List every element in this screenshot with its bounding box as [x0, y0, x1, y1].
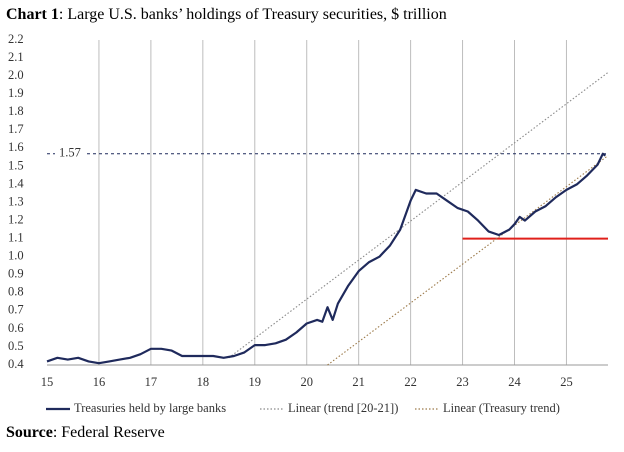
y-tick-label: 1.2	[8, 212, 24, 226]
x-tick-label: 24	[508, 375, 521, 389]
y-tick-label: 0.6	[8, 321, 24, 335]
x-tick-label: 25	[560, 375, 573, 389]
chart-title: Chart 1: Large U.S. banks’ holdings of T…	[6, 6, 447, 23]
y-tick-label: 2.2	[8, 32, 24, 46]
x-tick-label: 19	[249, 375, 262, 389]
x-tick-label: 17	[145, 375, 158, 389]
title-label: Chart 1	[6, 6, 59, 23]
y-tick-label: 2.0	[8, 68, 24, 82]
y-tick-label: 2.1	[8, 50, 24, 64]
x-tick-label: 20	[300, 375, 313, 389]
series-line	[46, 152, 607, 365]
y-tick-label: 0.7	[8, 303, 24, 317]
series-line	[228, 72, 609, 359]
y-tick-label: 1.4	[8, 176, 24, 190]
source-label: Source	[6, 424, 53, 441]
x-tick-label: 16	[93, 375, 106, 389]
y-tick-label: 1.0	[8, 249, 24, 263]
y-tick-label: 1.7	[8, 122, 24, 136]
reference-label: 1.57	[59, 146, 81, 160]
y-tick-label: 1.8	[8, 104, 24, 118]
legend-label: Treasuries held by large banks	[74, 401, 226, 415]
y-tick-label: 1.6	[8, 140, 24, 154]
y-tick-label: 0.5	[8, 339, 24, 353]
y-tick-label: 1.1	[8, 230, 24, 244]
x-tick-label: 21	[352, 375, 365, 389]
y-tick-label: 1.5	[8, 158, 24, 172]
legend-label: Linear (trend [20-21])	[288, 401, 398, 415]
source-text: : Federal Reserve	[53, 424, 165, 441]
title-text: : Large U.S. banks’ holdings of Treasury…	[59, 6, 447, 23]
y-tick-label: 1.3	[8, 194, 24, 208]
x-tick-label: 18	[197, 375, 210, 389]
x-tick-label: 23	[456, 375, 469, 389]
y-tick-label: 0.4	[8, 357, 24, 371]
legend-label: Linear (Treasury trend)	[443, 401, 560, 415]
series-line	[327, 155, 609, 366]
y-tick-label: 1.9	[8, 86, 24, 100]
x-tick-label: 22	[404, 375, 417, 389]
y-tick-label: 0.8	[8, 285, 24, 299]
source: Source: Federal Reserve	[6, 424, 165, 441]
x-tick-label: 15	[41, 375, 54, 389]
y-tick-label: 0.9	[8, 267, 24, 281]
